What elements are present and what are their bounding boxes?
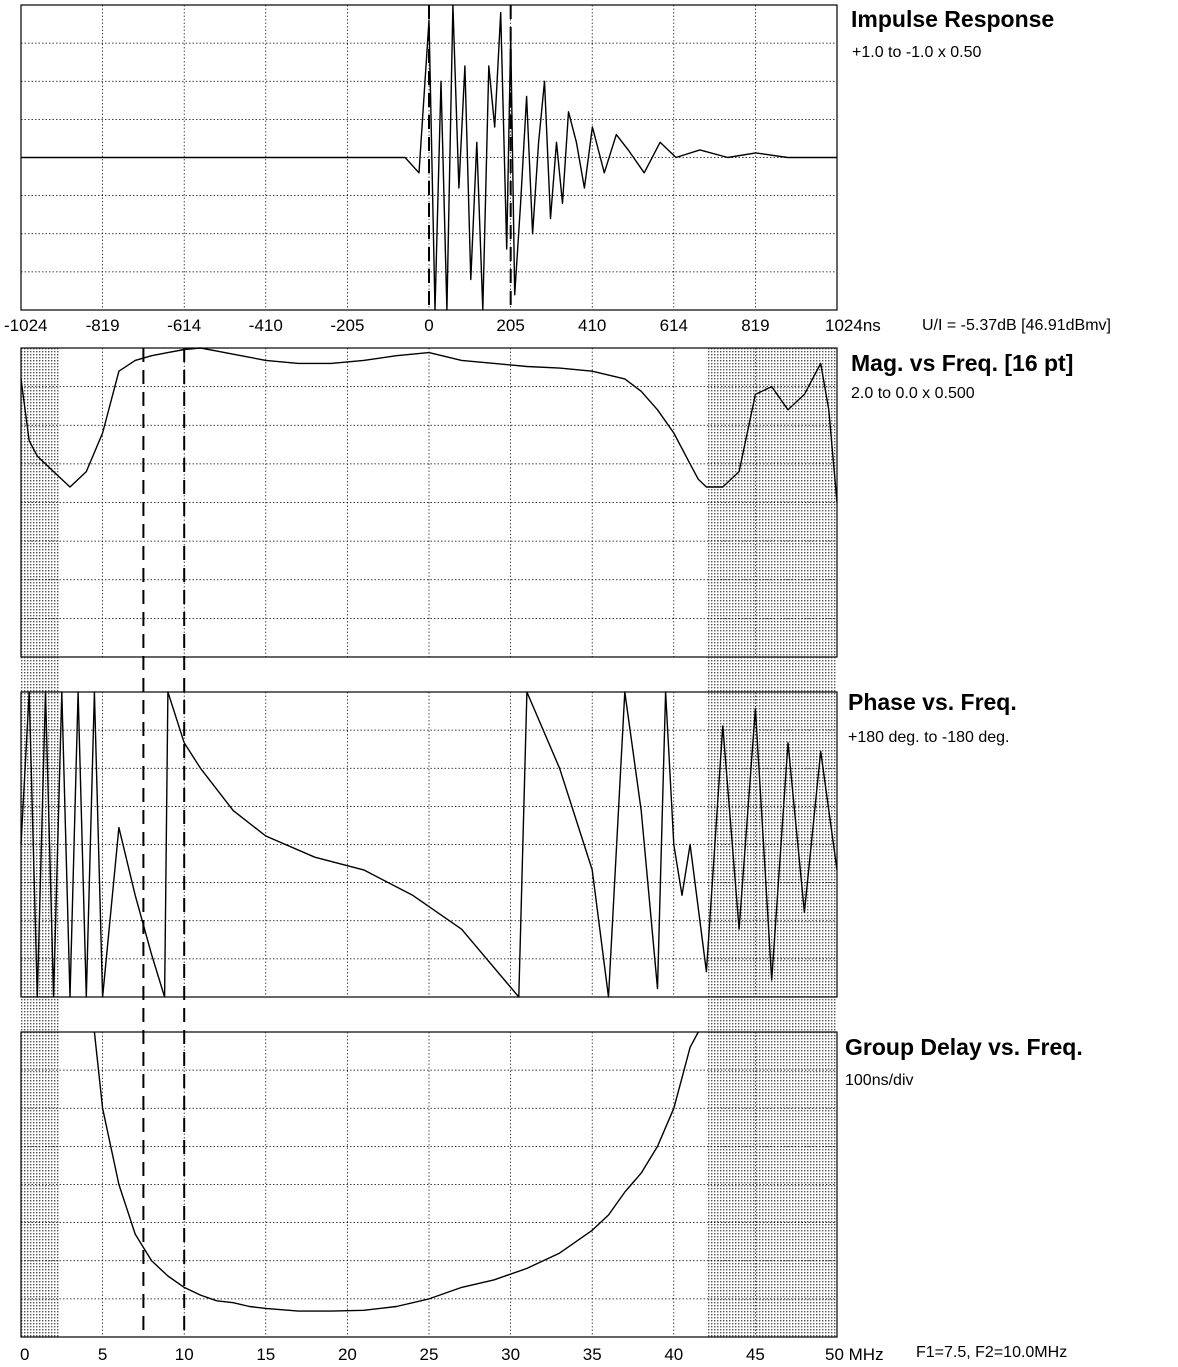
chart-subtitle-impulse: +1.0 to -1.0 x 0.50 <box>852 44 982 61</box>
x-tick-label: -1024 <box>4 316 47 335</box>
chart-subtitle-phase: +180 deg. to -180 deg. <box>848 729 1010 746</box>
x-tick-label: 25 <box>420 1345 439 1364</box>
x-tick-label: 1024ns <box>825 316 881 335</box>
x-tick-label: 819 <box>741 316 769 335</box>
x-tick-label: 0 <box>20 1345 29 1364</box>
x-tick-label: 35 <box>583 1345 602 1364</box>
x-tick-label: 40 <box>664 1345 683 1364</box>
x-tick-label: 15 <box>256 1345 275 1364</box>
panel-gap-1 <box>58 997 707 1032</box>
x-tick-label: -819 <box>86 316 120 335</box>
x-tick-label: 30 <box>501 1345 520 1364</box>
chart-subtitle-group-delay: 100ns/div <box>845 1072 914 1089</box>
x-tick-label: 205 <box>496 316 524 335</box>
x-tick-label: 20 <box>338 1345 357 1364</box>
series-line-1-0 <box>20 347 838 503</box>
x-tick-label: -410 <box>249 316 283 335</box>
shaded-band-1 <box>706 348 837 1337</box>
x-tick-label: 614 <box>660 316 688 335</box>
x-tick-label: 5 <box>98 1345 107 1364</box>
chart-subtitle-magnitude: 2.0 to 0.0 x 0.500 <box>851 385 975 402</box>
marker-frequency-annotation: F1=7.5, F2=10.0MHz <box>916 1344 1068 1361</box>
x-tick-label: -614 <box>167 316 201 335</box>
series-line-0-0 <box>21 4 837 311</box>
series-line-3-0 <box>93 1031 699 1312</box>
chart-title-magnitude: Mag. vs Freq. [16 pt] <box>851 350 1074 376</box>
ui-ratio-annotation: U/I = -5.37dB [46.91dBmv] <box>922 317 1111 334</box>
x-tick-label: 410 <box>578 316 606 335</box>
chart-title-phase: Phase vs. Freq. <box>848 689 1017 715</box>
panel-gap-0 <box>58 657 707 692</box>
x-tick-label: 50 MHz <box>825 1345 884 1364</box>
x-tick-label: 10 <box>175 1345 194 1364</box>
shaded-band-0 <box>21 348 59 1337</box>
x-tick-label: -205 <box>330 316 364 335</box>
series-line-2-0 <box>20 691 838 998</box>
x-tick-label: 45 <box>746 1345 765 1364</box>
chart-title-impulse: Impulse Response <box>851 6 1055 32</box>
x-tick-label: 0 <box>424 316 433 335</box>
chart-title-group-delay: Group Delay vs. Freq. <box>845 1034 1083 1060</box>
